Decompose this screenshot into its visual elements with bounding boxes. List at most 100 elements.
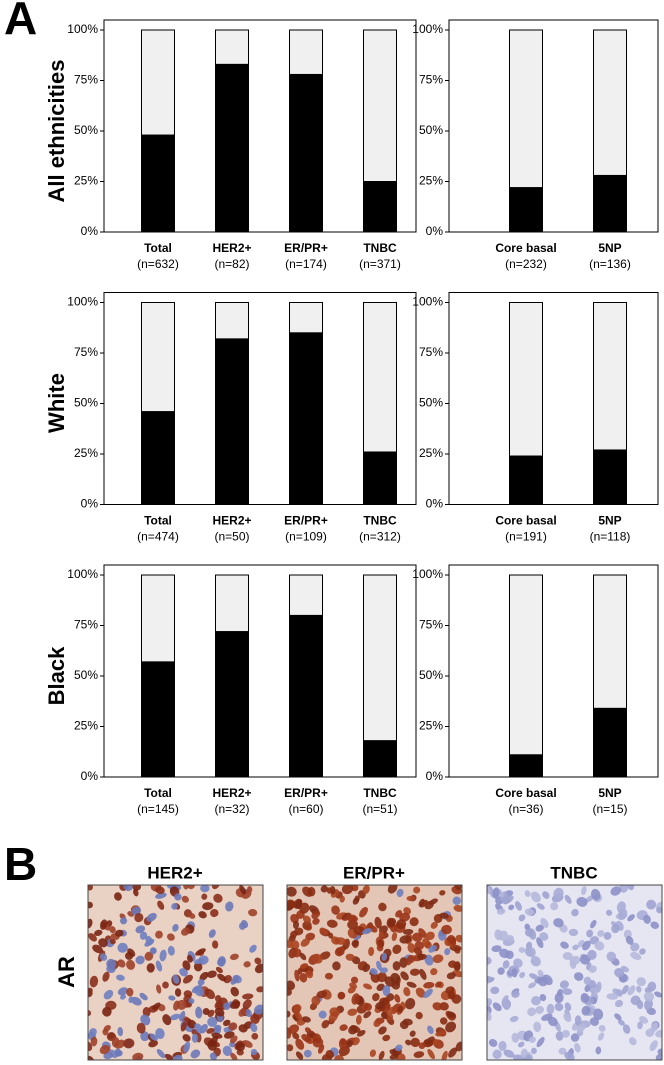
cell-nucleus	[397, 1005, 404, 1013]
cell-nucleus	[418, 1042, 426, 1050]
cell-nucleus	[135, 925, 146, 934]
cell-nucleus	[424, 900, 434, 910]
cell-nucleus	[98, 938, 108, 948]
y-tick-label: 25%	[74, 174, 98, 188]
cell-nucleus	[321, 1054, 332, 1060]
image-border	[87, 884, 264, 1061]
cell-nucleus	[539, 993, 547, 1002]
cell-nucleus	[444, 948, 451, 956]
cell-nucleus	[326, 887, 333, 894]
cell-nucleus	[293, 1004, 302, 1013]
cell-nucleus	[352, 897, 360, 905]
cell-nucleus	[250, 1048, 258, 1056]
cell-nucleus	[630, 942, 640, 952]
sample-size-label: (n=82)	[214, 257, 249, 271]
cell-nucleus	[312, 953, 323, 964]
cell-nucleus	[524, 890, 531, 898]
cell-nucleus	[539, 932, 549, 941]
tissue-image	[286, 884, 463, 1061]
cell-nucleus	[213, 893, 223, 903]
bar-background	[509, 574, 543, 778]
cell-nucleus	[627, 914, 635, 922]
cell-nucleus	[455, 1041, 462, 1052]
cell-nucleus	[372, 993, 380, 1002]
cell-nucleus	[535, 924, 544, 932]
cell-nucleus	[248, 908, 258, 917]
cell-nucleus	[302, 915, 311, 924]
cell-nucleus	[627, 885, 635, 891]
cell-nucleus	[432, 954, 444, 964]
sample-size-label: (n=50)	[214, 530, 249, 544]
cell-nucleus	[167, 945, 175, 956]
cell-nucleus	[214, 1002, 224, 1010]
x-tick-label: ER/PR+	[284, 241, 328, 255]
sample-size-label: (n=145)	[137, 802, 179, 816]
cell-nucleus	[89, 975, 99, 988]
cell-nucleus	[368, 946, 375, 957]
cell-nucleus	[591, 888, 601, 901]
cell-nucleus	[209, 1052, 217, 1060]
cell-nucleus	[554, 1002, 564, 1012]
cell-nucleus	[511, 1032, 520, 1043]
cell-nucleus	[405, 997, 416, 1010]
sample-size-label: (n=118)	[590, 530, 631, 544]
cell-nucleus	[167, 933, 175, 941]
cell-nucleus	[117, 1027, 124, 1037]
cell-nucleus	[180, 1021, 187, 1032]
y-tick-label: 100%	[67, 567, 98, 581]
cell-nucleus	[432, 1002, 443, 1011]
cell-nucleus	[109, 938, 116, 945]
cell-nucleus	[555, 1031, 564, 1041]
cell-nucleus	[378, 902, 387, 912]
cell-nucleus	[621, 985, 629, 995]
cell-nucleus	[362, 928, 372, 935]
cell-nucleus	[214, 995, 222, 1003]
cell-nucleus	[172, 924, 179, 932]
cell-nucleus	[206, 1027, 215, 1034]
y-tick-label: 75%	[419, 618, 443, 632]
cell-nucleus	[554, 992, 564, 1004]
cell-nucleus	[581, 1005, 591, 1016]
cell-nucleus	[418, 928, 427, 938]
cell-nucleus	[391, 932, 398, 942]
cell-nucleus	[351, 939, 359, 947]
cell-nucleus	[347, 914, 358, 923]
cell-nucleus	[540, 917, 549, 928]
cell-nucleus	[179, 1010, 186, 1022]
cell-nucleus	[389, 1054, 399, 1060]
cell-nucleus	[223, 1002, 231, 1010]
bar	[363, 740, 397, 778]
cell-nucleus	[597, 930, 605, 938]
cell-nucleus	[614, 1013, 622, 1021]
cell-nucleus	[590, 919, 597, 929]
cell-nucleus	[230, 986, 239, 997]
cell-nucleus	[134, 913, 144, 923]
cell-nucleus	[287, 980, 296, 990]
cell-nucleus	[413, 886, 421, 894]
cell-nucleus	[311, 995, 321, 1006]
cell-nucleus	[406, 981, 417, 988]
y-tick-label: 50%	[74, 123, 98, 137]
cell-nucleus	[328, 932, 334, 939]
y-tick-label: 75%	[74, 345, 98, 359]
cell-nucleus	[419, 968, 427, 980]
cell-nucleus	[511, 990, 520, 998]
cell-nucleus	[155, 886, 165, 894]
cell-nucleus	[171, 903, 178, 910]
image-title: ER/PR+	[343, 863, 405, 882]
y-tick-label: 25%	[419, 719, 443, 733]
cell-nucleus	[136, 1022, 146, 1034]
cell-nucleus	[492, 1049, 502, 1059]
cell-nucleus	[509, 1015, 519, 1023]
cell-nucleus	[359, 906, 368, 918]
bar	[289, 614, 323, 778]
cell-nucleus	[446, 972, 456, 980]
cell-nucleus	[497, 967, 505, 975]
plot-frame	[103, 292, 417, 505]
cell-nucleus	[198, 911, 207, 919]
cell-nucleus	[89, 1028, 97, 1037]
sample-size-label: (n=312)	[359, 530, 401, 544]
cell-nucleus	[172, 974, 180, 984]
cell-nucleus	[423, 981, 435, 989]
